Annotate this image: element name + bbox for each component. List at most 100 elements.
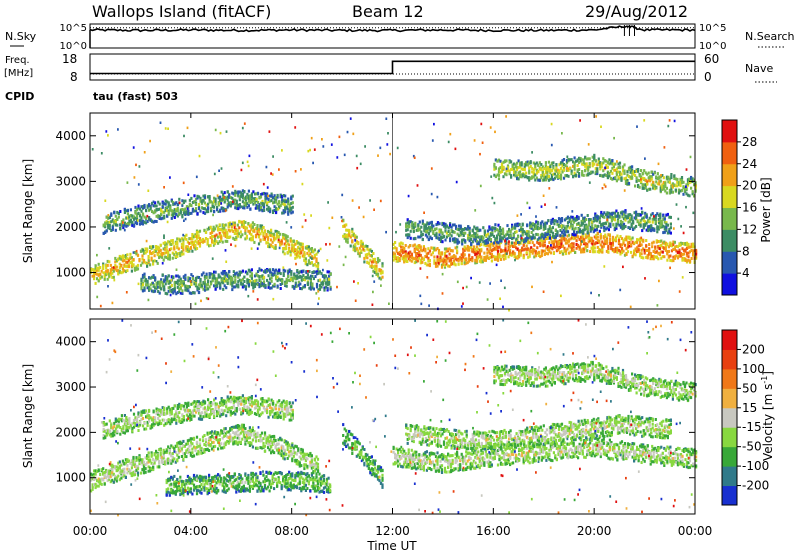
heatmap-cell [629,213,632,217]
heatmap-cell [282,209,285,213]
heatmap-cell [161,273,164,277]
heatmap-cell [168,253,171,257]
heatmap-cell [502,175,505,179]
heatmap-cell [478,250,481,254]
heatmap-cell [188,249,191,253]
heatmap-cell [473,231,476,235]
heatmap-cell [455,240,458,243]
heatmap-cell [576,222,579,226]
heatmap-cell [176,252,179,256]
heatmap-cell [107,226,110,230]
heatmap-cell [312,250,315,253]
heatmap-cell [361,243,364,247]
heatmap-cell [605,249,608,253]
heatmap-cell [583,242,586,246]
heatmap-cell [600,210,603,214]
heatmap-cell [221,227,224,231]
heatmap-cell [574,218,577,222]
heatmap-cell [499,250,503,254]
heatmap-cell [538,161,541,165]
heatmap-cell [519,175,522,179]
heatmap-cell [283,242,286,246]
heatmap-cell [538,167,541,171]
heatmap-cell [509,253,512,256]
heatmap-cell [535,226,538,230]
heatmap-cell [537,178,540,182]
heatmap-cell [159,254,162,258]
heatmap-cell [687,251,690,255]
heatmap-cell [445,262,448,266]
heatmap-cell [582,160,585,164]
heatmap-cell [506,224,509,228]
heatmap-cell [611,237,614,241]
heatmap-cell [542,227,545,231]
heatmap-cell [613,238,616,242]
heatmap-cell [551,234,554,238]
heatmap-cell [267,237,270,241]
heatmap-cell [244,229,247,233]
heatmap-cell [433,255,436,259]
heatmap-cell [521,223,524,227]
heatmap-cell [194,197,198,201]
heatmap-cell [400,249,403,253]
heatmap-cell [180,246,183,249]
heatmap-cell [645,255,648,259]
heatmap-cell [158,217,161,220]
heatmap-cell [360,249,363,253]
heatmap-cell [93,272,96,276]
heatmap-cell [170,199,173,203]
heatmap-cell [281,279,284,283]
heatmap-cell [564,252,568,256]
heatmap-cell [303,250,306,254]
heatmap-cell [680,188,684,192]
heatmap-cell [612,211,615,215]
heatmap-cell [516,239,519,243]
heatmap-cell [502,160,505,164]
heatmap-cell [570,224,573,228]
heatmap-cell [473,237,476,241]
heatmap-cell [174,254,177,258]
heatmap-cell [262,208,266,212]
heatmap-cell [215,233,218,237]
heatmap-cell [573,156,576,160]
heatmap-cell [436,236,440,240]
heatmap-cell [636,213,639,217]
heatmap-cell [346,228,349,232]
heatmap-cell [400,245,403,249]
heatmap-cell [586,214,589,217]
heatmap-cell [122,226,125,230]
heatmap-cell [604,240,607,244]
heatmap-cell [567,167,570,171]
heatmap-cell [495,240,499,244]
heatmap-cell [433,259,436,263]
heatmap-cell [407,245,410,249]
heatmap-cell [275,206,278,210]
heatmap-cell [514,223,517,227]
heatmap-cell [268,243,271,247]
heatmap-cell [588,221,591,225]
heatmap-cell [494,166,497,170]
heatmap-cell [209,231,212,235]
heatmap-cell [248,224,251,228]
heatmap-cell [226,282,229,285]
heatmap-cell [259,201,263,205]
heatmap-cell [226,205,229,209]
heatmap-cell [552,166,555,170]
heatmap-cell [614,249,617,253]
heatmap-cell [111,268,114,271]
heatmap-cell [512,250,515,254]
heatmap-cell [134,216,137,220]
heatmap-cell [491,228,494,232]
heatmap-cell [282,199,285,203]
heatmap-cell [189,241,192,245]
heatmap-cell [582,221,585,225]
heatmap-cell [267,236,270,239]
heatmap-cell [117,272,120,275]
heatmap-cell [228,193,231,197]
heatmap-cell [476,227,479,230]
heatmap-cell [613,215,616,219]
heatmap-cell [113,220,116,224]
heatmap-cell [282,202,285,206]
heatmap-cell [445,254,448,258]
heatmap-cell [351,233,354,237]
